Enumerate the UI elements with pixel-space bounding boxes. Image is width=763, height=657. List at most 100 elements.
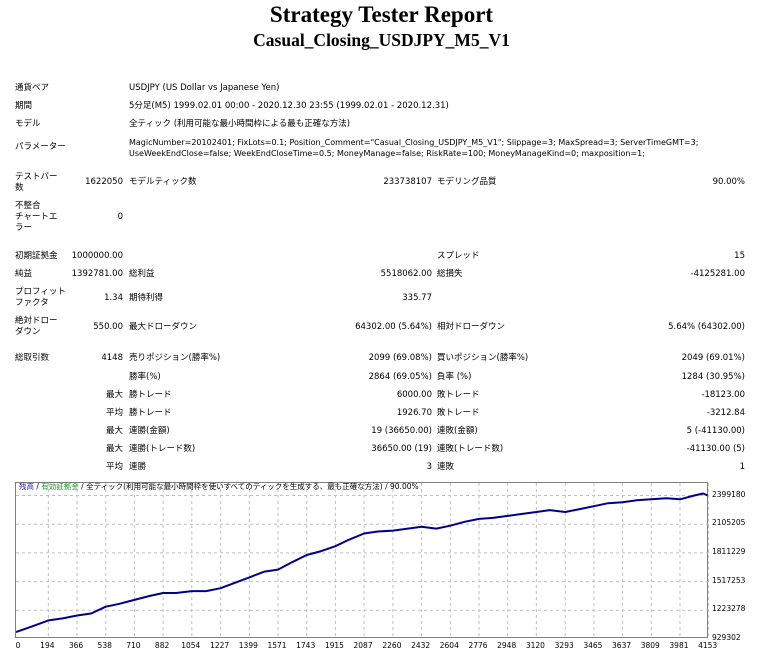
- max-consec-lossamt-label: 連敗(トレード数): [437, 444, 504, 454]
- bars-label-2: 数: [15, 183, 24, 193]
- quality-label: モデリング品質: [437, 177, 497, 187]
- max-consec-qualifier: 最大: [105, 426, 123, 436]
- x-tick-label: 1399: [238, 641, 258, 650]
- mismatch-label-3: ラー: [15, 223, 33, 233]
- x-tick-label: 3809: [640, 641, 660, 650]
- max-drawdown-value: 64302.00 (5.64%): [355, 322, 432, 332]
- max-consec-lossamt-value: -41130.00 (5): [686, 444, 745, 454]
- y-tick-label: 2105205: [712, 518, 746, 528]
- avg-win-value: 1926.70: [396, 408, 432, 418]
- y-tick-label: 1517253: [712, 575, 746, 585]
- mismatch-value: 0: [117, 212, 123, 222]
- chart-caption: 残高 / 有効証拠金 / 全ティック(利用可能な最小時間枠を使いすべてのティック…: [19, 482, 419, 492]
- avg-consec-qualifier: 平均: [105, 462, 123, 472]
- x-tick-label: 3465: [583, 641, 603, 650]
- x-tick-label: 2432: [411, 641, 431, 650]
- profit-factor-label-2: ファクタ: [15, 298, 49, 308]
- x-tick-label: 710: [126, 641, 141, 650]
- rel-drawdown-value: 5.64% (64302.00): [668, 322, 745, 332]
- x-tick-label: 4153: [698, 641, 718, 650]
- x-tick-label: 1227: [210, 641, 230, 650]
- largest-qualifier: 最大: [105, 390, 123, 400]
- expected-payoff-label: 期待利得: [129, 293, 164, 303]
- abs-drawdown-label-1: 絶対ドロー: [15, 316, 58, 326]
- balance-chart-plot: [16, 483, 709, 639]
- x-tick-label: 3637: [612, 641, 632, 650]
- gross-loss-label: 総損失: [437, 269, 463, 279]
- model-label: モデル: [15, 119, 41, 129]
- max-consec-profit-label: 連勝(トレード数): [129, 444, 196, 454]
- caption-balance: 残高: [19, 482, 34, 491]
- max-consec-profit-qualifier: 最大: [105, 444, 123, 454]
- parameters-line-2: UseWeekEndClose=false; WeekEndCloseTime=…: [129, 149, 645, 158]
- abs-drawdown-value: 550.00: [93, 322, 123, 332]
- caption-sep: /: [78, 482, 87, 491]
- x-tick-label: 194: [40, 641, 55, 650]
- spread-value: 15: [734, 251, 745, 261]
- x-tick-label: 3293: [554, 641, 574, 650]
- x-tick-label: 538: [97, 641, 112, 650]
- x-tick-label: 2260: [382, 641, 402, 650]
- mismatch-label-2: チャートエ: [15, 212, 58, 222]
- bars-value: 1622050: [85, 177, 123, 187]
- bars-label-1: テストバー: [15, 172, 58, 182]
- long-positions-value: 2049 (69.01%): [681, 353, 745, 363]
- deposit-label: 初期証拠金: [15, 251, 58, 261]
- period-value: 5分足(M5) 1999.02.01 00:00 - 2020.12.30 23…: [129, 101, 449, 111]
- total-trades-value: 4148: [101, 353, 123, 363]
- gross-profit-label: 総利益: [129, 269, 155, 279]
- x-tick-label: 3120: [525, 641, 545, 650]
- x-tick-label: 1571: [267, 641, 287, 650]
- profit-factor-value: 1.34: [104, 293, 123, 303]
- x-tick-label: 0: [15, 641, 21, 650]
- balance-chart: [15, 482, 709, 639]
- x-tick-label: 2776: [468, 641, 488, 650]
- x-tick-label: 3981: [669, 641, 689, 650]
- max-consec-losses-value: 5 (-41130.00): [686, 426, 745, 436]
- long-positions-label: 買いポジション(勝率%): [437, 353, 529, 363]
- caption-quality: 90.00%: [390, 482, 419, 491]
- expected-payoff-value: 335.77: [402, 293, 432, 303]
- spread-label: スプレッド: [437, 251, 480, 261]
- symbol-value: USDJPY (US Dollar vs Japanese Yen): [129, 83, 280, 93]
- largest-loss-value: -18123.00: [701, 390, 745, 400]
- avg-loss-value: -3212.84: [706, 408, 745, 418]
- parameters-line-1: MagicNumber=20102401; FixLots=0.1; Posit…: [129, 138, 699, 147]
- ticks-value: 233738107: [383, 177, 432, 187]
- max-consec-wins-value: 19 (36650.00): [371, 426, 432, 436]
- avg-consec-wins-value: 3: [426, 462, 432, 472]
- gross-profit-value: 5518062.00: [380, 269, 432, 279]
- avg-win-label: 勝トレード: [129, 408, 172, 418]
- net-profit-label: 純益: [15, 269, 33, 279]
- x-tick-label: 1915: [324, 641, 344, 650]
- largest-win-value: 6000.00: [396, 390, 432, 400]
- y-tick-label: 1223278: [712, 604, 746, 614]
- avg-consec-losses-label: 連敗: [437, 462, 455, 472]
- parameters-label: パラメーター: [15, 142, 66, 152]
- deposit-value: 1000000.00: [71, 251, 123, 261]
- rel-drawdown-label: 相対ドローダウン: [437, 322, 506, 332]
- total-trades-label: 総取引数: [15, 353, 50, 363]
- caption-model: 全ティック(利用可能な最小時間枠を使いすべてのティックを生成する、最も正確な方法…: [86, 482, 383, 491]
- avg-consec-wins-label: 連勝: [129, 462, 147, 472]
- model-value: 全ティック (利用可能な最小時間枠による最も正確な方法): [129, 119, 351, 129]
- x-tick-label: 2087: [353, 641, 373, 650]
- max-consec-profit-value: 36650.00 (19): [371, 444, 432, 454]
- report-subtitle: Casual_Closing_USDJPY_M5_V1: [253, 30, 510, 50]
- abs-drawdown-label-2: ダウン: [15, 327, 41, 337]
- short-positions-label: 売りポジション(勝率%): [129, 353, 221, 363]
- x-tick-label: 1054: [181, 641, 201, 650]
- report-title: Strategy Tester Report: [269, 2, 494, 27]
- symbol-label: 通貨ペア: [15, 83, 50, 93]
- win-rate-value: 2864 (69.05%): [368, 372, 432, 382]
- max-drawdown-label: 最大ドローダウン: [129, 322, 198, 332]
- profit-factor-label-1: プロフィット: [15, 287, 66, 297]
- caption-equity: 有効証拠金: [41, 482, 79, 491]
- x-tick-label: 1743: [296, 641, 316, 650]
- balance-line: [16, 492, 709, 634]
- loss-rate-label: 負率 (%): [437, 372, 472, 382]
- y-tick-label: 929302: [712, 633, 741, 642]
- largest-win-label: 勝トレード: [129, 390, 172, 400]
- max-consec-losses-label: 連敗(金額): [437, 426, 478, 436]
- loss-rate-value: 1284 (30.95%): [681, 372, 745, 382]
